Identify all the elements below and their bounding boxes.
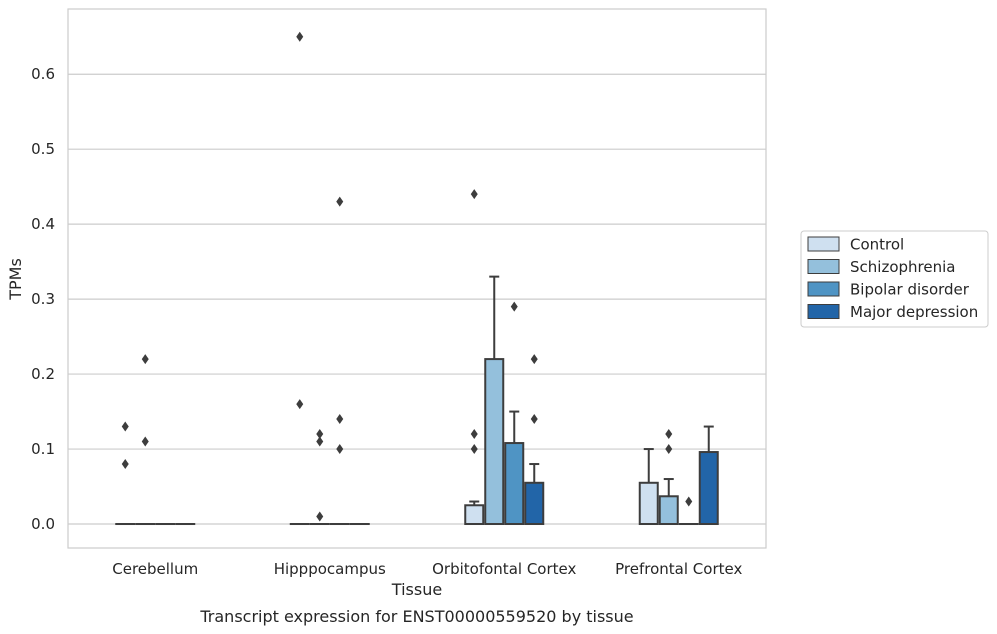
y-tick-label: 0.3 [31, 290, 55, 308]
x-axis-title: Tissue [391, 580, 442, 599]
box-body [698, 451, 719, 526]
box-group [638, 448, 659, 526]
outlier-point [470, 429, 478, 440]
plot-area-background [68, 9, 766, 548]
box-body [524, 481, 545, 526]
outlier-point [141, 436, 149, 447]
legend-swatch [807, 281, 840, 297]
box-group [698, 425, 719, 526]
y-tick-label: 0.5 [31, 140, 55, 158]
x-tick-label: Orbitofontal Cortex [432, 560, 576, 578]
chart-caption: Transcript expression for ENST0000055952… [199, 607, 633, 626]
box-group [115, 421, 136, 526]
outlier-point [296, 31, 304, 42]
outlier-point [685, 496, 693, 507]
x-tick-label: Cerebellum [112, 560, 198, 578]
y-tick-label: 0.4 [31, 215, 55, 233]
box-group [484, 275, 505, 526]
grid-lines [68, 73, 766, 525]
outlier-point [336, 444, 344, 455]
outlier-point [336, 196, 344, 207]
box-series-layer [115, 31, 719, 526]
legend-label: Major depression [850, 303, 978, 321]
outlier-point [336, 414, 344, 425]
box-group [309, 429, 330, 526]
box-body [504, 442, 525, 526]
outlier-point [470, 189, 478, 200]
box-group [524, 354, 545, 526]
box-group [678, 496, 699, 526]
outlier-point [316, 429, 324, 440]
box-body [484, 358, 505, 526]
x-tick-label: Prefrontal Cortex [615, 560, 742, 578]
y-axis-title: TPMs [6, 258, 25, 301]
legend-label: Schizophrenia [850, 258, 955, 276]
x-tick-labels: Cerebellum Hipppocampus Orbitofontal Corte… [112, 560, 742, 578]
outlier-point [665, 429, 673, 440]
y-tick-labels: 0.0 0.1 0.2 0.3 0.4 0.5 0.6 [31, 65, 55, 533]
legend-swatch [807, 259, 840, 274]
box-group [329, 196, 350, 526]
box-body [658, 495, 679, 526]
box-group [464, 189, 485, 526]
outlier-point [530, 354, 538, 365]
box-body [464, 504, 485, 526]
legend-label: Control [850, 236, 904, 254]
box-body [638, 481, 659, 526]
outlier-point [665, 444, 673, 455]
box-group [135, 354, 156, 526]
box-group [658, 429, 679, 526]
y-tick-label: 0.1 [31, 440, 55, 458]
outlier-point [510, 301, 518, 312]
legend-label: Bipolar disorder [850, 281, 970, 299]
outlier-point [121, 459, 129, 470]
outlier-point [316, 436, 324, 447]
legend-swatch [807, 304, 840, 319]
x-tick-label: Hipppocampus [274, 560, 386, 578]
legend: Control Schizophrenia Bipolar disorder Majo… [800, 230, 989, 328]
outlier-point [470, 444, 478, 455]
y-tick-label: 0.6 [31, 65, 55, 83]
box-group [504, 301, 525, 526]
y-tick-label: 0.2 [31, 365, 55, 383]
outlier-point [141, 354, 149, 365]
legend-frame [800, 230, 989, 328]
box-group [289, 31, 310, 526]
legend-swatch [807, 236, 840, 252]
y-tick-label: 0.0 [31, 515, 55, 533]
outlier-point [296, 399, 304, 410]
outlier-point [121, 421, 129, 432]
outlier-point [316, 511, 324, 522]
outlier-point [530, 414, 538, 425]
plot-frame [67, 8, 767, 549]
